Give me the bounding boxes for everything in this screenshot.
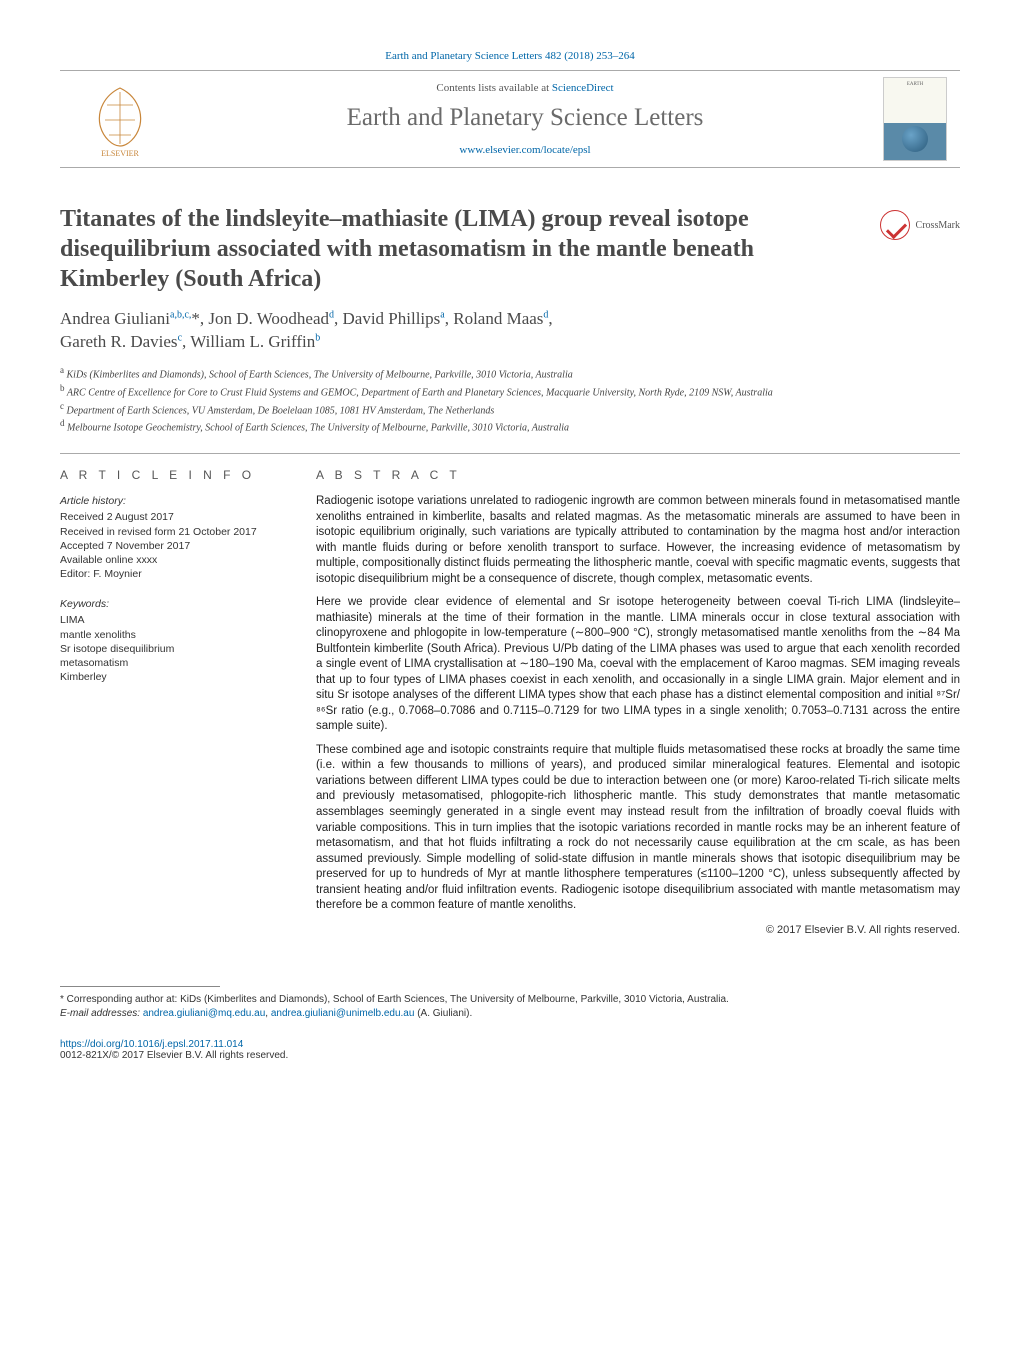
article-title: Titanates of the lindsleyite–mathiasite … [60,204,860,294]
citation-link[interactable]: Earth and Planetary Science Letters 482 … [385,50,635,62]
journal-cover-box [870,77,960,161]
abstract-paragraph: Here we provide clear evidence of elemen… [316,595,960,735]
journal-homepage-link[interactable]: www.elsevier.com/locate/epsl [459,144,590,156]
page-header-citation: Earth and Planetary Science Letters 482 … [60,50,960,62]
abstract-heading: A B S T R A C T [316,468,960,482]
keywords-label: Keywords: [60,597,280,611]
history-line: Editor: F. Moynier [60,567,280,581]
affiliations: a KiDs (Kimberlites and Diamonds), Schoo… [60,364,960,435]
keyword-line: metasomatism [60,656,280,670]
history-label: Article history: [60,494,280,508]
history-line: Received 2 August 2017 [60,510,280,524]
email-suffix: (A. Giuliani). [417,1008,472,1019]
globe-icon [902,126,928,152]
history-line: Accepted 7 November 2017 [60,539,280,553]
abstract-copyright: © 2017 Elsevier B.V. All rights reserved… [316,924,960,936]
history-line: Available online xxxx [60,553,280,567]
keyword-line: LIMA [60,613,280,627]
contents-available-line: Contents lists available at ScienceDirec… [180,82,870,94]
author-email-link[interactable]: andrea.giuliani@mq.edu.au [143,1008,265,1019]
keyword-line: mantle xenoliths [60,628,280,642]
author-email-link[interactable]: andrea.giuliani@unimelb.edu.au [271,1008,415,1019]
journal-listing-bar: ELSEVIER Contents lists available at Sci… [60,70,960,168]
contents-prefix: Contents lists available at [436,82,551,94]
affiliation-line: c Department of Earth Sciences, VU Amste… [60,400,960,418]
issn-line: 0012-821X/© 2017 Elsevier B.V. All right… [60,1050,288,1061]
affiliation-line: d Melbourne Isotope Geochemistry, School… [60,417,960,435]
section-divider [60,453,960,454]
affiliation-line: b ARC Centre of Excellence for Core to C… [60,382,960,400]
corresponding-text: * Corresponding author at: KiDs (Kimberl… [60,993,960,1007]
crossmark-label: CrossMark [916,220,960,231]
history-line: Received in revised form 21 October 2017 [60,525,280,539]
page-footer: https://doi.org/10.1016/j.epsl.2017.11.0… [60,1039,960,1061]
crossmark-widget[interactable]: CrossMark [880,204,960,240]
elsevier-logo: ELSEVIER [85,80,155,158]
footnote-rule [60,986,220,987]
abstract-paragraph: Radiogenic isotope variations unrelated … [316,494,960,587]
keyword-line: Sr isotope disequilibrium [60,642,280,656]
keyword-line: Kimberley [60,670,280,684]
journal-cover-thumbnail [883,77,947,161]
article-history-block: Article history: Received 2 August 2017R… [60,494,280,581]
author-list: Andrea Giuliania,b,c,*, Jon D. Woodheadd… [60,308,960,354]
sciencedirect-link[interactable]: ScienceDirect [552,82,614,94]
keywords-block: Keywords: LIMAmantle xenolithsSr isotope… [60,597,280,684]
publisher-name: ELSEVIER [101,149,139,158]
abstract-body: Radiogenic isotope variations unrelated … [316,494,960,913]
email-label: E-mail addresses: [60,1008,140,1019]
publisher-logo-box: ELSEVIER [60,80,180,158]
crossmark-icon [880,210,910,240]
article-info-heading: A R T I C L E I N F O [60,468,280,482]
doi-link[interactable]: https://doi.org/10.1016/j.epsl.2017.11.0… [60,1039,243,1050]
corresponding-author-footnote: * Corresponding author at: KiDs (Kimberl… [60,993,960,1021]
affiliation-line: a KiDs (Kimberlites and Diamonds), Schoo… [60,364,960,382]
journal-title: Earth and Planetary Science Letters [180,104,870,132]
abstract-paragraph: These combined age and isotopic constrai… [316,743,960,914]
